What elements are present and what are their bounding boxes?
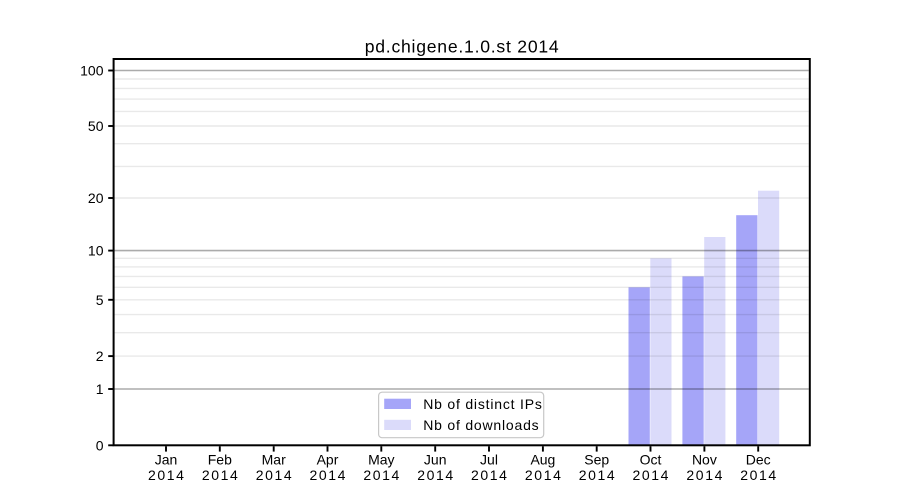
svg-text:pd.chigene.1.0.st 2014: pd.chigene.1.0.st 2014 xyxy=(365,36,560,56)
svg-text:Nb of distinct IPs: Nb of distinct IPs xyxy=(423,396,542,412)
svg-text:Oct: Oct xyxy=(640,451,662,467)
svg-text:2014: 2014 xyxy=(256,467,294,483)
svg-text:2014: 2014 xyxy=(579,467,617,483)
svg-text:Nb of downloads: Nb of downloads xyxy=(423,417,539,433)
svg-text:20: 20 xyxy=(88,190,104,206)
svg-text:Feb: Feb xyxy=(208,451,232,467)
svg-text:2014: 2014 xyxy=(417,467,455,483)
svg-text:2014: 2014 xyxy=(740,467,778,483)
svg-text:Nov: Nov xyxy=(692,451,717,467)
svg-text:2014: 2014 xyxy=(471,467,509,483)
svg-text:2014: 2014 xyxy=(363,467,401,483)
svg-text:Sep: Sep xyxy=(584,451,609,467)
svg-text:May: May xyxy=(368,451,394,467)
svg-text:0: 0 xyxy=(96,437,104,453)
svg-text:Jul: Jul xyxy=(480,451,498,467)
svg-text:100: 100 xyxy=(80,63,104,79)
svg-text:2014: 2014 xyxy=(525,467,563,483)
svg-text:Jan: Jan xyxy=(155,451,178,467)
svg-text:2: 2 xyxy=(96,348,104,364)
svg-text:10: 10 xyxy=(88,243,104,259)
svg-text:50: 50 xyxy=(88,118,104,134)
svg-text:Dec: Dec xyxy=(746,451,771,467)
svg-text:2014: 2014 xyxy=(148,467,186,483)
svg-text:5: 5 xyxy=(96,292,104,308)
svg-text:2014: 2014 xyxy=(686,467,724,483)
svg-text:Mar: Mar xyxy=(262,451,286,467)
svg-text:Aug: Aug xyxy=(530,451,555,467)
svg-text:Apr: Apr xyxy=(317,451,339,467)
svg-text:Jun: Jun xyxy=(424,451,447,467)
svg-text:2014: 2014 xyxy=(202,467,240,483)
svg-text:2014: 2014 xyxy=(633,467,671,483)
svg-text:1: 1 xyxy=(96,381,104,397)
svg-text:2014: 2014 xyxy=(310,467,348,483)
